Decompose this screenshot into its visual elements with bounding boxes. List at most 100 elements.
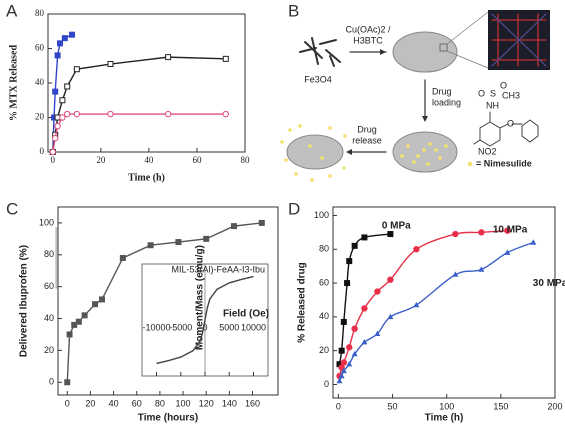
y-tick-label: 0 xyxy=(40,146,45,156)
marker xyxy=(66,331,73,338)
x-tick-label: 0 xyxy=(65,398,70,408)
molecule xyxy=(473,111,539,147)
y-tick-label: 40 xyxy=(35,77,45,87)
marker xyxy=(340,318,347,325)
marker xyxy=(504,227,511,234)
drug-dots xyxy=(400,142,448,166)
atom: NH xyxy=(486,100,499,110)
marker xyxy=(351,325,358,332)
marker xyxy=(338,364,345,371)
y-axis-label: Moment/Mass (emu/g) xyxy=(195,245,206,350)
y-tick-label: 0 xyxy=(324,379,329,389)
y-tick-label: 100 xyxy=(39,217,54,227)
scheme: Fe3O4 Cu(OAc)2 / H3BTC Drug loading Drug… xyxy=(280,10,550,182)
x-tick-label: -10000 xyxy=(143,322,171,332)
x-axis-label: Time (h) xyxy=(128,172,165,183)
step-label: Drug xyxy=(432,86,452,96)
marker xyxy=(344,280,351,287)
x-tick-label: 120 xyxy=(199,398,214,408)
atom: O xyxy=(507,118,514,128)
marker xyxy=(59,114,66,121)
marker xyxy=(59,97,66,104)
marker xyxy=(52,135,59,142)
marker xyxy=(452,230,459,238)
marker xyxy=(203,235,210,242)
x-tick-label: 0 xyxy=(202,322,207,332)
marker xyxy=(452,271,459,277)
marker xyxy=(387,313,394,320)
marker xyxy=(69,31,76,38)
marker xyxy=(361,234,368,241)
marker xyxy=(175,239,182,246)
marker xyxy=(340,359,348,366)
panel-label: B xyxy=(288,1,299,20)
y-tick-label: 80 xyxy=(35,8,45,18)
x-tick-label: 20 xyxy=(85,398,95,408)
plot-frame xyxy=(47,13,246,153)
marker xyxy=(165,54,172,61)
marker xyxy=(52,88,59,95)
legend-label: = Nimesulide xyxy=(476,158,532,168)
panel-label: A xyxy=(6,1,18,20)
atom: CH3 xyxy=(502,90,520,100)
atom: O xyxy=(500,80,507,90)
marker xyxy=(92,301,99,308)
marker xyxy=(338,347,345,354)
legend-label: 10 MPa xyxy=(493,225,528,236)
marker xyxy=(64,83,71,90)
y-tick-label: 60 xyxy=(35,43,45,53)
loaded-particle xyxy=(392,131,458,173)
marker xyxy=(61,35,68,42)
y-tick-label: 60 xyxy=(319,277,329,287)
legend-dot xyxy=(467,161,473,167)
y-axis-label: % Released drug xyxy=(297,262,308,343)
precursor-label: Fe3O4 xyxy=(304,74,332,84)
arrow-head xyxy=(346,149,352,155)
marker xyxy=(222,110,229,118)
marker xyxy=(164,110,172,118)
marker xyxy=(73,110,81,118)
marker xyxy=(54,122,61,130)
legend-label: 30 MPa xyxy=(533,278,565,289)
x-tick-label: 40 xyxy=(144,155,154,165)
marker xyxy=(351,242,358,249)
x-axis-label: Time (h) xyxy=(425,413,464,424)
marker xyxy=(73,66,80,73)
marker xyxy=(338,372,345,379)
marker xyxy=(374,330,381,336)
marker xyxy=(413,301,420,308)
marker xyxy=(413,246,420,253)
marker xyxy=(346,360,353,367)
x-tick-label: 100 xyxy=(439,401,454,411)
marker xyxy=(57,40,64,47)
marker xyxy=(231,223,237,230)
x-tick-label: 40 xyxy=(109,398,119,408)
y-axis-label: % MTX Released xyxy=(8,45,19,122)
marker xyxy=(49,148,57,156)
x-tick-label: 200 xyxy=(547,401,562,411)
x-tick-label: 160 xyxy=(245,398,260,408)
x-tick-label: -5000 xyxy=(169,322,192,332)
chart: 0 20 40 60 80 0 20 40 60 80 Time (h) % MTX Released xyxy=(8,8,250,183)
step-label: Drug xyxy=(357,124,377,134)
released-particle xyxy=(286,134,344,170)
chart: 0 20 40 60 80 100 0 50 100 150 200 Time (h) % Releas… xyxy=(297,206,565,424)
panel-label: D xyxy=(288,199,300,218)
legend-label: 0 MPa xyxy=(382,221,411,232)
x-tick-label: 0 xyxy=(336,401,341,411)
y-tick-label: 60 xyxy=(44,281,54,291)
y-tick-label: 20 xyxy=(44,345,54,355)
y-tick-label: 20 xyxy=(35,112,45,122)
plot-frame xyxy=(332,206,556,399)
zoom-line xyxy=(446,50,489,69)
x-tick-label: 60 xyxy=(192,155,202,165)
zoom-box xyxy=(439,43,448,52)
reagent-label: Cu(OAc)2 / xyxy=(345,24,391,34)
released-dots xyxy=(280,124,347,182)
y-tick-label: 20 xyxy=(319,345,329,355)
chart: -10000-5000 0 5000 10000 Field (Oe) Moment/Ma… xyxy=(141,245,269,377)
x-tick-label: 60 xyxy=(132,398,142,408)
marker xyxy=(71,321,78,328)
x-tick-label: 50 xyxy=(388,401,398,411)
